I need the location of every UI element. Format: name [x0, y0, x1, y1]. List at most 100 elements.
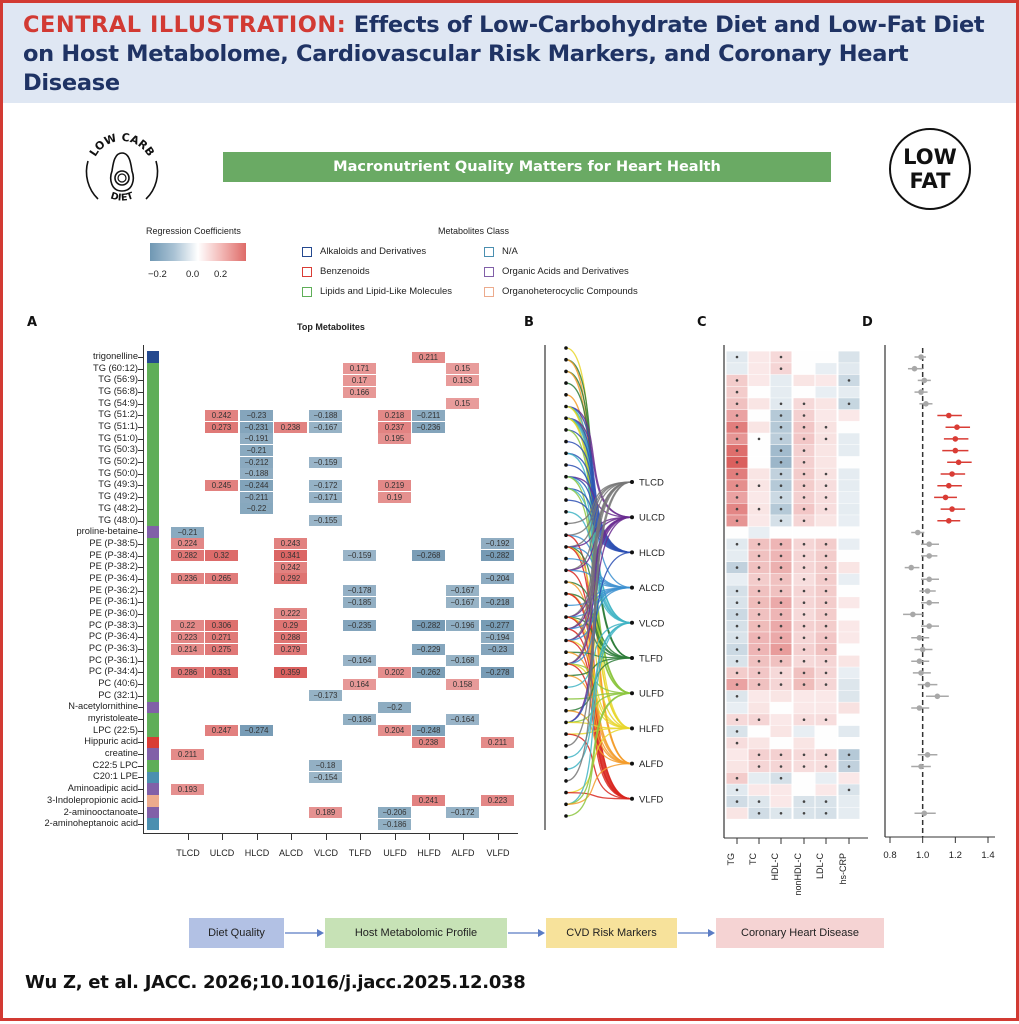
- header: CENTRAL ILLUSTRATION: Effects of Low-Car…: [3, 3, 1016, 103]
- risk-column-label: TC: [748, 853, 758, 865]
- row-label: proline-betaine: [76, 526, 138, 537]
- heatmap-cell: 0.214: [171, 643, 204, 655]
- risk-cell: [838, 796, 860, 808]
- source-node: [564, 767, 568, 771]
- column-label: ALCD: [278, 848, 303, 858]
- significance-marker: [779, 624, 783, 628]
- significance-marker: [802, 566, 806, 569]
- x-tick: [360, 834, 361, 840]
- heatmap-cell: −0.268: [412, 550, 445, 562]
- significance-marker: [735, 461, 739, 464]
- source-node: [564, 393, 568, 397]
- arrow-right-icon: [678, 929, 715, 937]
- heatmap-cell: −0.178: [343, 585, 376, 597]
- citation: Wu Z, et al. JACC. 2026;10.1016/j.jacc.2…: [25, 972, 526, 993]
- risk-cell: [793, 386, 815, 398]
- significance-marker: [779, 367, 783, 370]
- significance-marker: [757, 683, 761, 686]
- significance-marker: [802, 753, 806, 757]
- class-bar-segment: [147, 538, 159, 550]
- flow-link: [565, 710, 633, 765]
- heatmap-cell: 0.279: [274, 643, 307, 655]
- row-label: PC (P-36:4): [88, 631, 138, 642]
- estimate-point: [946, 518, 952, 524]
- heatmap-cell: −0.22: [240, 503, 273, 515]
- risk-cell: [815, 772, 837, 784]
- significance-marker: [735, 472, 739, 476]
- significance-marker: [824, 496, 828, 499]
- flow-link: [565, 481, 633, 571]
- heatmap-cell: 0.238: [274, 421, 307, 433]
- panel-label-c: C: [697, 315, 707, 330]
- significance-marker: [735, 671, 739, 675]
- heatmap-cell: −0.218: [481, 596, 514, 608]
- heatmap-cell: −0.277: [481, 620, 514, 632]
- y-tick: [138, 357, 143, 358]
- risk-cell: [838, 679, 860, 691]
- x-tick: [463, 834, 464, 840]
- heatmap-cell: −0.191: [240, 433, 273, 445]
- class-bar-segment: [147, 514, 159, 527]
- column-label: ALFD: [451, 848, 475, 858]
- heatmap-cell: −0.186: [343, 713, 376, 725]
- x-axis-line: [143, 833, 518, 834]
- row-label: PC (P-36:3): [88, 643, 138, 653]
- heatmap-title: Top Metabolites: [297, 322, 365, 332]
- arrow-right-icon: [285, 929, 324, 937]
- source-node: [564, 650, 568, 654]
- risk-cell: [838, 702, 860, 714]
- source-node: [564, 474, 568, 479]
- class-bar-segment: [147, 713, 159, 725]
- significance-marker: [802, 613, 806, 616]
- heatmap-cell: 0.166: [343, 386, 376, 398]
- class-bar-segment: [147, 666, 159, 679]
- significance-marker: [757, 812, 761, 815]
- risk-cell: [838, 737, 860, 749]
- risk-cell: [815, 445, 837, 457]
- class-bar-segment: [147, 783, 159, 796]
- significance-marker: [757, 566, 761, 569]
- significance-marker: [779, 659, 783, 663]
- y-tick: [138, 590, 143, 592]
- row-label: TG (54:9): [98, 397, 138, 408]
- risk-marker-heatmap: [723, 345, 868, 844]
- significance-marker: [757, 601, 761, 604]
- heatmap-cell: −0.211: [240, 491, 273, 503]
- heatmap-cell: 0.341: [274, 550, 307, 562]
- source-node: [564, 627, 568, 631]
- risk-cell: [838, 585, 860, 597]
- risk-cell: [748, 456, 770, 468]
- significance-marker: [735, 624, 739, 628]
- significance-marker: [735, 648, 739, 651]
- significance-marker: [802, 578, 806, 581]
- flow-link: [565, 516, 633, 665]
- y-tick: [138, 438, 143, 440]
- flow-link: [565, 516, 633, 548]
- source-node: [564, 591, 568, 596]
- significance-marker: [802, 425, 806, 429]
- source-node: [564, 439, 568, 444]
- panel-label-b: B: [524, 315, 534, 330]
- risk-cell: [748, 526, 770, 539]
- significance-marker: [824, 812, 828, 815]
- y-tick: [138, 368, 143, 370]
- risk-cell: [726, 550, 748, 562]
- class-bar-segment: [147, 397, 159, 410]
- risk-cell: [838, 772, 860, 784]
- source-node: [564, 545, 568, 549]
- heatmap-cell: −0.159: [343, 550, 376, 562]
- heatmap-cell: 0.223: [481, 795, 514, 807]
- significance-marker: [779, 636, 783, 640]
- class-label: Benzenoids: [320, 266, 370, 277]
- target-node: [630, 726, 634, 731]
- risk-cell: [838, 433, 860, 445]
- heatmap-cell: −0.23: [240, 409, 273, 421]
- significance-marker: [802, 437, 806, 441]
- row-label: TG (50:3): [98, 444, 138, 455]
- row-label: trigonelline: [93, 351, 138, 361]
- target-label: HLFD: [639, 724, 664, 735]
- heatmap-cell: 0.32: [205, 550, 238, 562]
- target-node: [630, 515, 634, 520]
- class-legend-title: Metabolites Class: [438, 226, 510, 236]
- y-tick: [138, 392, 143, 394]
